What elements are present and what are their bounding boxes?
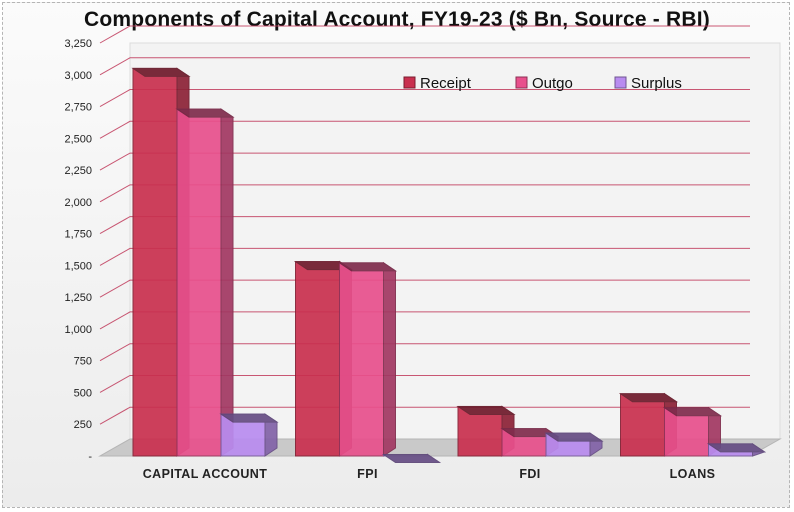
bar-top [175,108,235,118]
bar-top [219,413,279,423]
gridline [99,343,750,362]
legend-entry: Surplus [614,75,682,92]
y-tick-label: 2,750 [64,102,92,114]
bar-front [295,261,340,457]
legend-entry: Outgo [515,75,573,92]
legend-label: Outgo [532,75,573,92]
gridline [99,216,750,235]
y-tick-label: 2,500 [64,133,92,145]
bar-top [456,405,516,415]
y-tick-label: 1,750 [64,229,92,241]
bar-side [383,261,396,457]
bar-surplus [544,432,604,457]
gridline [99,89,750,107]
bar-receipt [456,405,516,457]
y-tick-label: 2,000 [64,197,92,209]
y-tick-label: 750 [74,356,92,368]
legend-swatch [515,76,528,89]
gridline [99,120,750,139]
y-tick-label: 3,250 [64,38,92,50]
bar-front [620,393,665,457]
bar-front [176,108,222,457]
gridline [99,25,750,44]
x-category-label: LOANS [670,467,716,481]
x-category-label: FDI [519,467,540,481]
bar-top [337,262,398,272]
gridline [99,279,750,298]
y-tick-label: 3,000 [64,70,92,82]
bar-outgo [337,261,398,457]
y-tick-label: 1,500 [64,260,92,272]
gridline [99,247,750,266]
y-tick-label: 2,250 [64,165,92,177]
bar-surplus [219,413,279,457]
bar-top [618,393,679,403]
bar-top [706,443,767,453]
x-category-label: FPI [357,467,378,481]
x-category-label: CAPITAL ACCOUNT [143,467,268,481]
bar-top [544,432,604,442]
y-tick-label: - [88,451,92,463]
y-tick-label: 1,000 [64,324,92,336]
legend-swatch [614,76,627,89]
gridline [99,184,750,203]
bar-surplus [381,453,442,463]
legend-label: Surplus [631,75,682,92]
gridline [99,57,750,76]
legend-entry: Receipt [403,75,472,92]
bar-top [662,407,723,417]
gridline [99,406,750,425]
gridline [99,152,750,171]
bar-outgo [175,108,235,457]
gridline [99,374,750,393]
y-tick-label: 250 [74,419,92,431]
legend-label: Receipt [420,75,472,92]
legend-swatch [403,76,416,89]
bar-top [131,67,191,77]
gridline [99,311,750,330]
y-tick-label: 500 [74,387,92,399]
bar-side [220,108,234,457]
bar-front [132,67,178,457]
y-tick-label: 1,250 [64,292,92,304]
bar-top [381,453,442,463]
bar-surplus [706,442,767,457]
chart-title: Components of Capital Account, FY19-23 (… [84,8,710,31]
bar-front [339,262,384,457]
